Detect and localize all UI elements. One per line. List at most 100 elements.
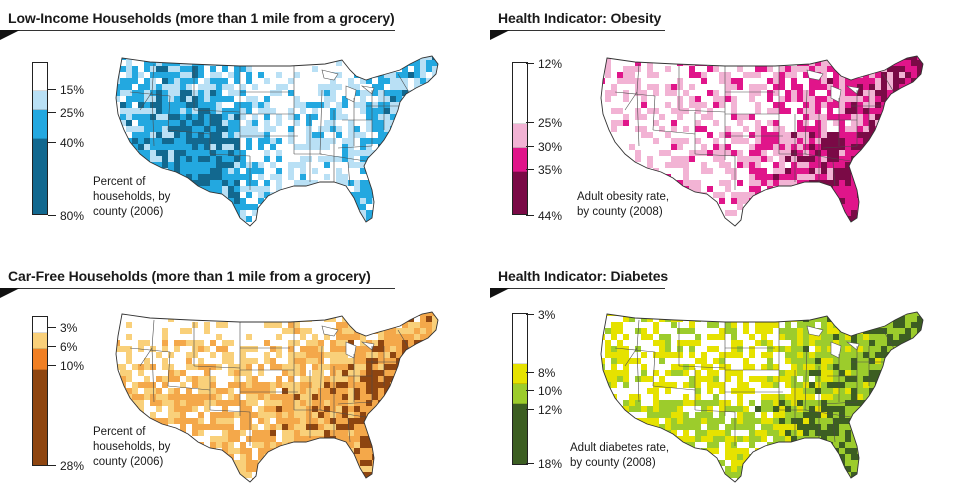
county-cell [803,216,809,222]
county-cell [378,406,384,412]
county-cell [671,54,677,60]
county-cell [623,138,629,144]
county-cell [174,222,180,228]
county-cell [156,54,162,60]
county-cell [360,316,366,322]
county-cell [641,210,647,216]
county-cell [168,78,174,84]
county-cell [288,364,294,370]
county-cell [665,90,671,96]
county-cell [366,478,372,484]
county-cell [414,108,420,114]
county-cell [294,328,300,334]
county-cell [923,228,929,234]
county-cell [126,84,132,90]
county-cell [432,156,438,162]
county-cell [192,66,198,72]
county-cell [342,132,348,138]
county-cell [647,120,653,126]
county-cell [204,340,210,346]
county-cell [803,60,809,66]
county-cell [294,108,300,114]
county-cell [851,120,857,126]
county-cell [228,340,234,346]
county-cell [138,210,144,216]
county-cell [372,382,378,388]
county-cell [234,340,240,346]
county-cell [420,388,426,394]
county-cell [282,78,288,84]
county-cell [192,144,198,150]
county-cell [905,90,911,96]
county-cell [180,192,186,198]
county-cell [342,382,348,388]
county-cell [354,126,360,132]
county-cell [228,322,234,328]
county-cell [827,126,833,132]
county-cell [294,78,300,84]
county-cell [773,66,779,72]
county-cell [246,370,252,376]
county-cell [390,192,396,198]
county-cell [252,84,258,90]
county-cell [246,198,252,204]
county-cell [330,108,336,114]
county-cell [761,60,767,66]
county-cell [300,418,306,424]
county-cell [198,412,204,418]
county-cell [114,228,120,234]
county-cell [258,96,264,102]
county-cell [114,418,120,424]
county-cell [599,78,605,84]
county-cell [737,228,743,234]
county-cell [779,126,785,132]
county-cell [845,198,851,204]
county-cell [653,186,659,192]
county-cell [312,150,318,156]
county-cell [408,442,414,448]
county-cell [354,412,360,418]
county-cell [288,448,294,454]
county-cell [384,352,390,358]
county-cell [288,436,294,442]
county-cell [312,334,318,340]
county-cell [426,216,432,222]
county-cell [611,228,617,234]
county-cell [911,198,917,204]
county-cell [803,198,809,204]
county-cell [120,454,126,460]
county-cell [707,228,713,234]
county-cell [318,174,324,180]
county-cell [647,216,653,222]
county-cell [707,114,713,120]
county-cell [917,192,923,198]
county-cell [330,156,336,162]
county-cell [360,180,366,186]
county-cell [414,138,420,144]
county-cell [186,334,192,340]
county-cell [252,228,258,234]
county-cell [270,60,276,66]
county-cell [336,210,342,216]
county-cell [300,156,306,162]
county-cell [713,186,719,192]
county-cell [210,370,216,376]
county-cell [360,454,366,460]
county-cell [300,310,306,316]
county-cell [402,132,408,138]
county-cell [779,192,785,198]
county-cell [126,198,132,204]
county-cell [743,132,749,138]
county-cell [342,334,348,340]
county-cell [210,346,216,352]
county-cell [120,340,126,346]
county-cell [611,78,617,84]
county-cell [390,144,396,150]
county-cell [294,382,300,388]
county-cell [138,144,144,150]
county-cell [144,400,150,406]
county-cell [240,430,246,436]
county-cell [258,478,264,484]
county-cell [641,78,647,84]
county-cell [761,192,767,198]
